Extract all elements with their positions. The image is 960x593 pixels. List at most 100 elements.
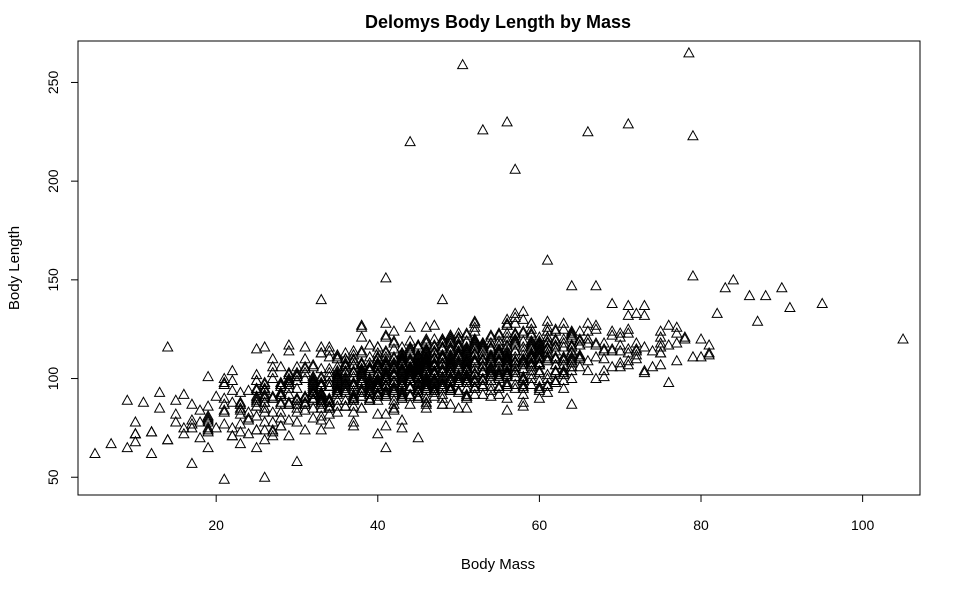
data-point <box>460 362 473 374</box>
data-point <box>509 311 522 322</box>
data-point <box>662 319 675 330</box>
data-point <box>380 317 392 328</box>
data-point <box>573 360 586 372</box>
data-point <box>654 340 667 352</box>
data-point <box>347 364 360 376</box>
data-point <box>331 378 344 389</box>
data-point <box>420 360 433 372</box>
data-point <box>541 342 554 354</box>
data-point <box>468 335 481 346</box>
data-point <box>274 360 287 372</box>
data-point <box>355 374 368 386</box>
data-point <box>412 348 425 360</box>
data-point <box>549 338 562 350</box>
data-point <box>582 336 594 348</box>
data-point <box>622 327 635 338</box>
data-point <box>404 135 416 147</box>
data-point <box>517 380 530 391</box>
data-point <box>582 364 594 376</box>
data-point <box>444 331 457 342</box>
data-point <box>266 352 279 364</box>
data-point <box>363 386 376 397</box>
data-point <box>468 356 481 368</box>
data-point <box>549 352 562 364</box>
data-point <box>557 336 570 348</box>
data-point <box>315 388 328 399</box>
data-point <box>388 356 400 368</box>
data-point <box>683 46 695 58</box>
data-point <box>363 378 376 389</box>
data-point <box>202 413 214 425</box>
data-point <box>234 408 247 419</box>
data-point <box>565 356 578 368</box>
data-point <box>347 392 360 403</box>
data-point <box>533 380 546 391</box>
data-point <box>452 338 465 350</box>
data-point <box>517 313 530 324</box>
data-point <box>606 360 618 372</box>
data-point <box>363 392 376 403</box>
data-point <box>283 338 295 350</box>
data-point <box>687 350 699 362</box>
data-point <box>420 321 433 332</box>
data-point <box>315 394 328 405</box>
data-point <box>194 431 206 443</box>
data-point <box>283 344 295 356</box>
data-point <box>307 386 319 397</box>
x-tick-label: 80 <box>693 517 709 533</box>
data-point <box>347 415 360 427</box>
data-point <box>517 327 530 338</box>
data-point <box>582 325 594 336</box>
data-point <box>371 386 384 397</box>
data-point <box>468 382 481 393</box>
data-point <box>775 281 788 293</box>
y-tick-label: 250 <box>45 71 61 95</box>
data-point <box>169 408 182 419</box>
data-point <box>323 362 336 374</box>
data-point <box>501 331 513 342</box>
data-point <box>234 425 247 437</box>
data-point <box>501 350 513 362</box>
data-point <box>501 378 513 389</box>
data-point <box>153 386 166 397</box>
data-point <box>363 360 376 372</box>
data-point <box>541 325 554 336</box>
data-point <box>565 398 578 409</box>
data-point <box>363 376 376 387</box>
data-point <box>452 340 465 352</box>
data-point <box>468 352 481 364</box>
data-point <box>493 348 505 360</box>
data-point <box>105 437 117 449</box>
data-point <box>412 364 425 376</box>
data-point <box>598 342 610 354</box>
data-point <box>371 382 384 393</box>
data-point <box>436 376 449 387</box>
data-point <box>525 348 538 360</box>
data-point <box>517 378 530 389</box>
x-tick-label: 60 <box>532 517 548 533</box>
data-point <box>339 358 352 370</box>
data-point <box>210 421 223 433</box>
data-point <box>533 338 546 350</box>
data-point <box>533 336 546 348</box>
data-point <box>557 352 570 364</box>
data-point <box>614 331 627 342</box>
data-point <box>428 358 441 370</box>
data-point <box>299 404 311 415</box>
data-point <box>622 342 635 354</box>
data-point <box>266 406 279 417</box>
data-point <box>468 362 481 374</box>
data-point <box>533 350 546 362</box>
data-point <box>339 378 352 389</box>
data-point <box>396 372 408 384</box>
data-point <box>549 364 562 376</box>
data-point <box>242 384 255 395</box>
data-point <box>598 336 610 348</box>
data-point <box>210 390 223 401</box>
data-point <box>299 360 311 372</box>
data-point <box>468 340 481 352</box>
data-point <box>355 390 368 401</box>
data-point <box>388 358 400 370</box>
data-point <box>493 388 505 399</box>
